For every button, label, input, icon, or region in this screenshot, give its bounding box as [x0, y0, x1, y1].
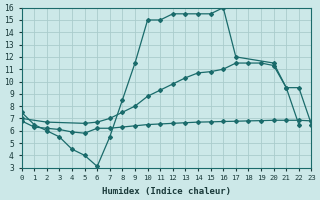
X-axis label: Humidex (Indice chaleur): Humidex (Indice chaleur) [102, 187, 231, 196]
